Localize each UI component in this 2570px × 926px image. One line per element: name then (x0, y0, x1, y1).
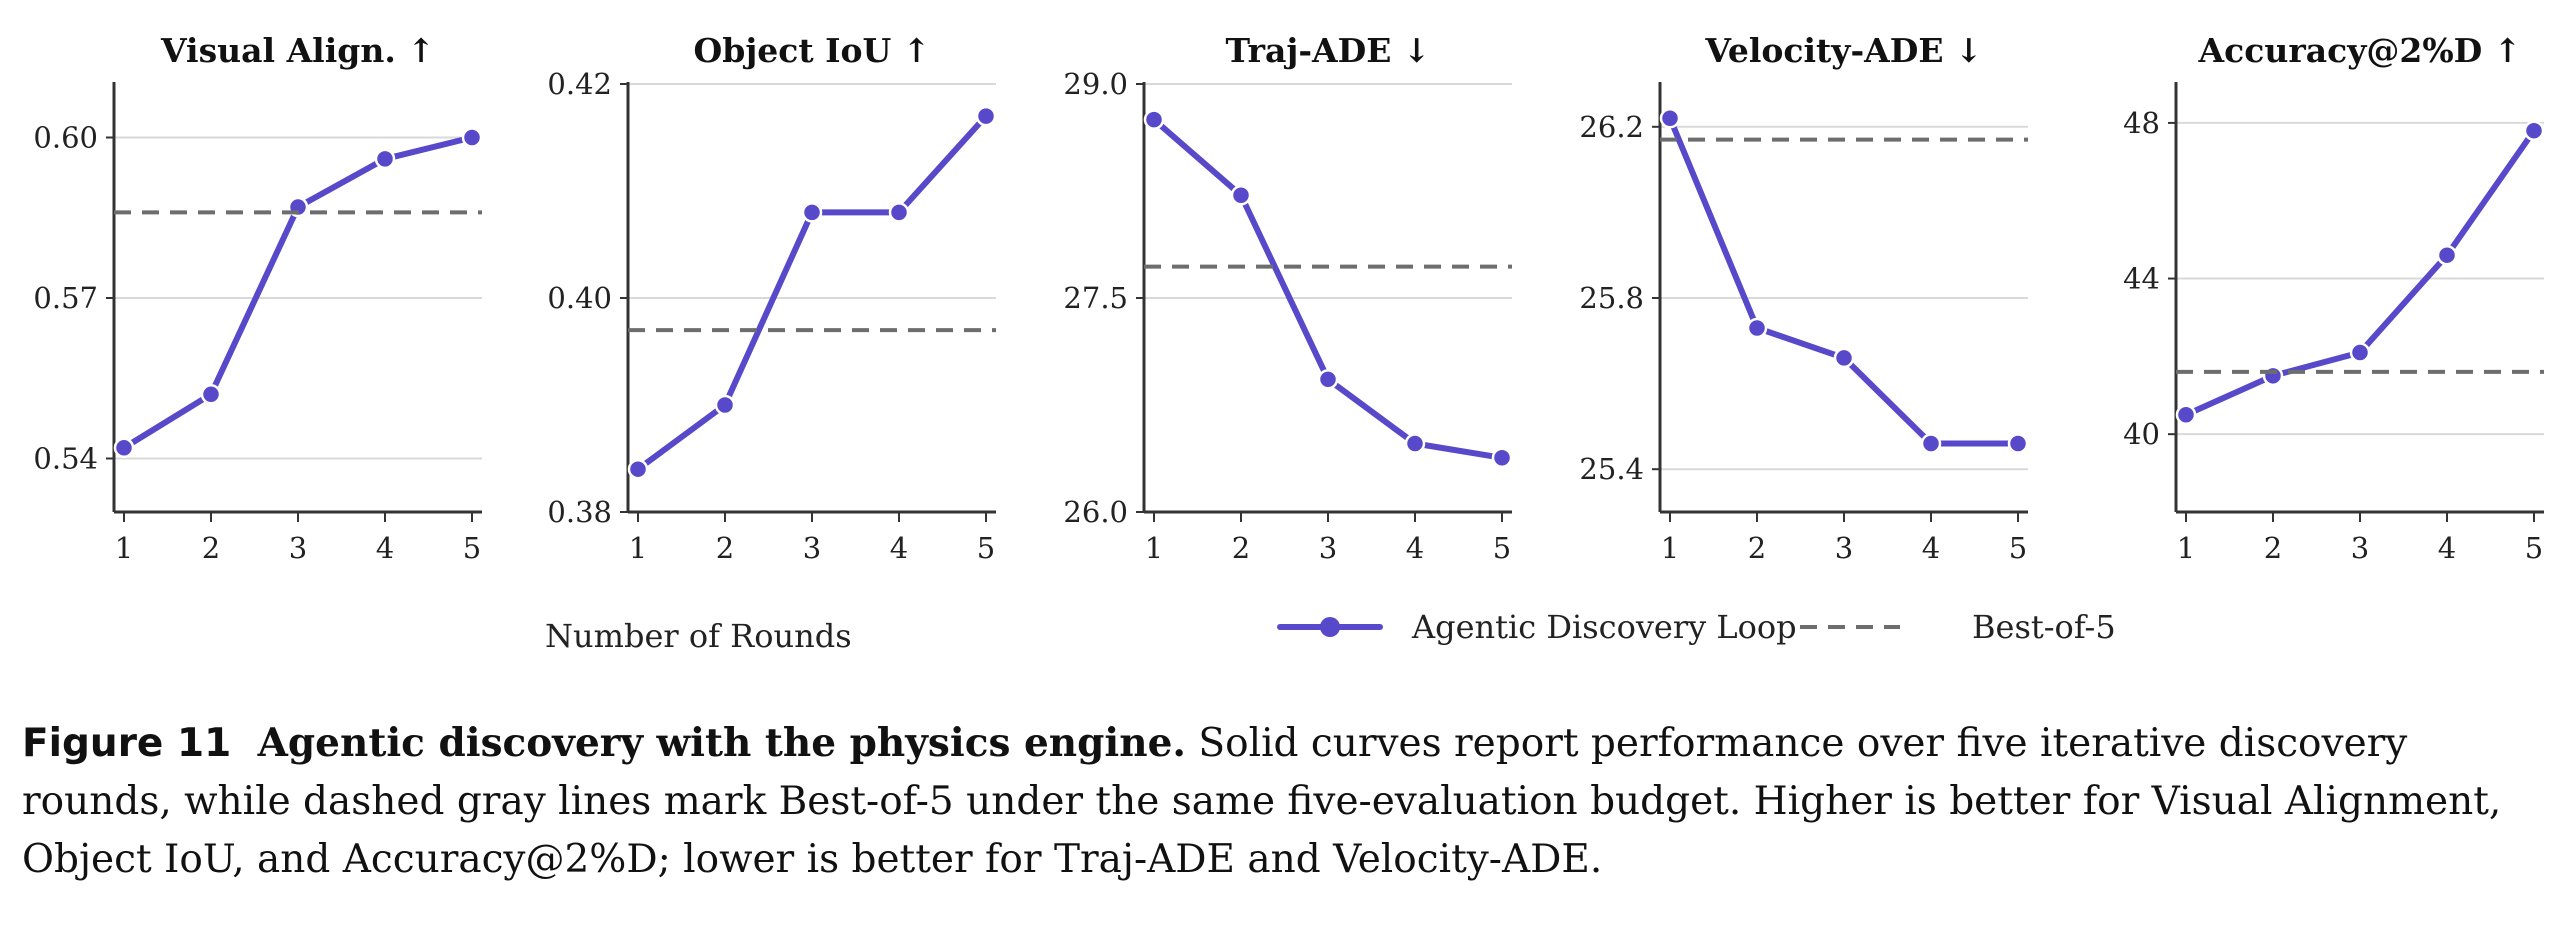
data-point (1746, 317, 1768, 339)
x-tick-label: 5 (2009, 531, 2027, 565)
x-tick-label: 4 (1922, 531, 1940, 565)
data-point (2175, 404, 2197, 425)
x-tick-label: 3 (2351, 531, 2369, 565)
x-tick-label: 2 (202, 531, 220, 565)
y-tick-label: 0.40 (547, 281, 612, 315)
x-tick-label: 1 (115, 531, 133, 565)
y-tick-label: 26.2 (1579, 110, 1644, 144)
legend-series-marker (1320, 617, 1340, 637)
y-tick-label: 26.0 (1063, 495, 1128, 529)
figure-caption: Figure 11 Agentic discovery with the phy… (22, 714, 2552, 889)
y-tick-label: 0.54 (33, 442, 98, 476)
series-line (1667, 115, 2021, 447)
x-tick-label: 2 (1232, 531, 1250, 565)
y-tick-label: 0.42 (547, 67, 612, 101)
y-tick-label: 48 (2123, 106, 2160, 140)
x-tick-label: 4 (1406, 531, 1424, 565)
chart-title: Velocity-ADE ↓ (1704, 31, 1982, 70)
chart-panel-5: Accuracy@2%D ↑ 40 44 48 1 2 3 4 5 (2123, 31, 2545, 565)
chart-panel-3: Traj-ADE ↓ 26.0 27.5 29.0 1 2 3 4 5 (1063, 31, 1513, 565)
x-tick-label: 1 (2177, 531, 2195, 565)
x-tick-label: 1 (1145, 531, 1163, 565)
legend-baseline-label: Best-of-5 (1972, 608, 2116, 646)
x-tick-label: 3 (289, 531, 307, 565)
data-point (2007, 433, 2029, 454)
caption-lead: Agentic discovery with the physics engin… (257, 720, 1186, 766)
data-point (627, 458, 649, 480)
data-point (1143, 109, 1165, 130)
y-tick-label: 44 (2123, 262, 2160, 296)
x-tick-label: 3 (1835, 531, 1853, 565)
chart-title: Traj-ADE ↓ (1225, 31, 1430, 70)
chart-panel-1: Visual Align. ↑ 0.54 0.57 0.60 1 2 3 4 5 (33, 31, 483, 565)
series-line (121, 134, 475, 451)
x-tick-label: 4 (376, 531, 394, 565)
data-point (461, 127, 483, 148)
data-point (2349, 342, 2371, 363)
data-point (1659, 107, 1681, 129)
data-point (975, 105, 997, 127)
x-tick-label: 2 (1748, 531, 1766, 565)
x-tick-label: 1 (629, 531, 647, 565)
y-tick-label: 0.57 (33, 281, 98, 315)
x-tick-label: 3 (1319, 531, 1337, 565)
data-point (2436, 244, 2458, 266)
y-tick-label: 25.8 (1579, 281, 1644, 315)
chart-title: Accuracy@2%D ↑ (2198, 31, 2522, 70)
legend-series-label: Agentic Discovery Loop (1411, 608, 1797, 646)
data-point (888, 202, 910, 223)
y-tick-label: 27.5 (1063, 281, 1128, 315)
data-point (2523, 120, 2545, 141)
x-tick-label: 1 (1661, 531, 1679, 565)
x-tick-label: 4 (890, 531, 908, 565)
data-point (801, 202, 823, 223)
x-tick-label: 2 (2264, 531, 2282, 565)
legend: Agentic Discovery Loop Best-of-5 (1277, 608, 2116, 646)
data-point (1317, 369, 1339, 390)
x-tick-label: 5 (1493, 531, 1511, 565)
chart-title: Object IoU ↑ (694, 31, 931, 70)
series-line (1151, 116, 1505, 461)
chart-panel-2: Object IoU ↑ 0.38 0.40 0.42 1 2 3 4 5 (547, 31, 997, 565)
caption-text: Solid curves report performance over fiv… (22, 721, 2502, 882)
chart-panel-4: Velocity-ADE ↓ 25.4 25.8 26.2 1 2 3 4 5 (1579, 31, 2029, 565)
data-point (113, 437, 135, 459)
y-tick-label: 40 (2123, 417, 2160, 451)
data-point (2262, 365, 2284, 387)
y-tick-label: 0.60 (33, 121, 98, 155)
y-tick-label: 25.4 (1579, 452, 1644, 486)
y-tick-label: 0.38 (547, 495, 612, 529)
x-tick-label: 5 (977, 531, 995, 565)
x-tick-label: 3 (803, 531, 821, 565)
y-tick-label: 29.0 (1063, 67, 1128, 101)
data-point (1920, 433, 1942, 454)
x-tick-label: 5 (463, 531, 481, 565)
data-point (1230, 185, 1252, 206)
x-tick-label: 5 (2525, 531, 2543, 565)
chart-title: Visual Align. ↑ (160, 31, 435, 70)
data-point (1491, 447, 1513, 469)
x-tick-label: 2 (716, 531, 734, 565)
data-point (1833, 347, 1855, 369)
data-point (374, 148, 396, 170)
figure-number: Figure 11 (22, 721, 232, 766)
series-line (635, 113, 989, 473)
x-tick-label: 4 (2438, 531, 2456, 565)
x-axis-label: Number of Rounds (545, 617, 852, 655)
data-point (200, 384, 222, 405)
data-point (1404, 433, 1426, 454)
data-point (714, 394, 736, 416)
